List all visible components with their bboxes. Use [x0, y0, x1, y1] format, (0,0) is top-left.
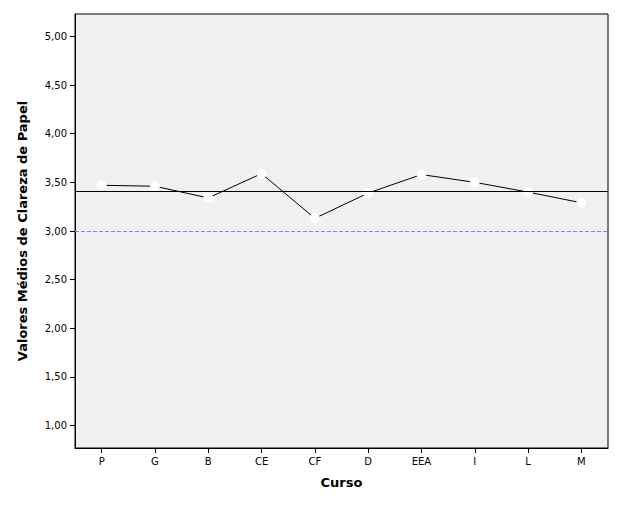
svg-text:D: D: [364, 456, 372, 467]
svg-text:CF: CF: [308, 456, 321, 467]
svg-text:3,00: 3,00: [45, 226, 67, 237]
svg-text:CE: CE: [255, 456, 268, 467]
svg-text:L: L: [525, 456, 531, 467]
svg-text:3,50: 3,50: [45, 177, 67, 188]
svg-text:4,00: 4,00: [45, 128, 67, 139]
svg-text:EEA: EEA: [412, 456, 432, 467]
svg-text:P: P: [99, 456, 105, 467]
svg-text:Curso: Curso: [321, 475, 363, 490]
svg-text:Valores Médios de Clareza de P: Valores Médios de Clareza de Papel: [15, 101, 30, 361]
svg-text:2,00: 2,00: [45, 323, 67, 334]
svg-text:1,50: 1,50: [45, 371, 67, 382]
svg-text:B: B: [205, 456, 212, 467]
svg-text:M: M: [577, 456, 586, 467]
svg-text:4,50: 4,50: [45, 80, 67, 91]
svg-text:G: G: [151, 456, 159, 467]
svg-text:I: I: [473, 456, 476, 467]
svg-text:1,00: 1,00: [45, 420, 67, 431]
svg-text:2,50: 2,50: [45, 274, 67, 285]
svg-text:5,00: 5,00: [45, 31, 67, 42]
